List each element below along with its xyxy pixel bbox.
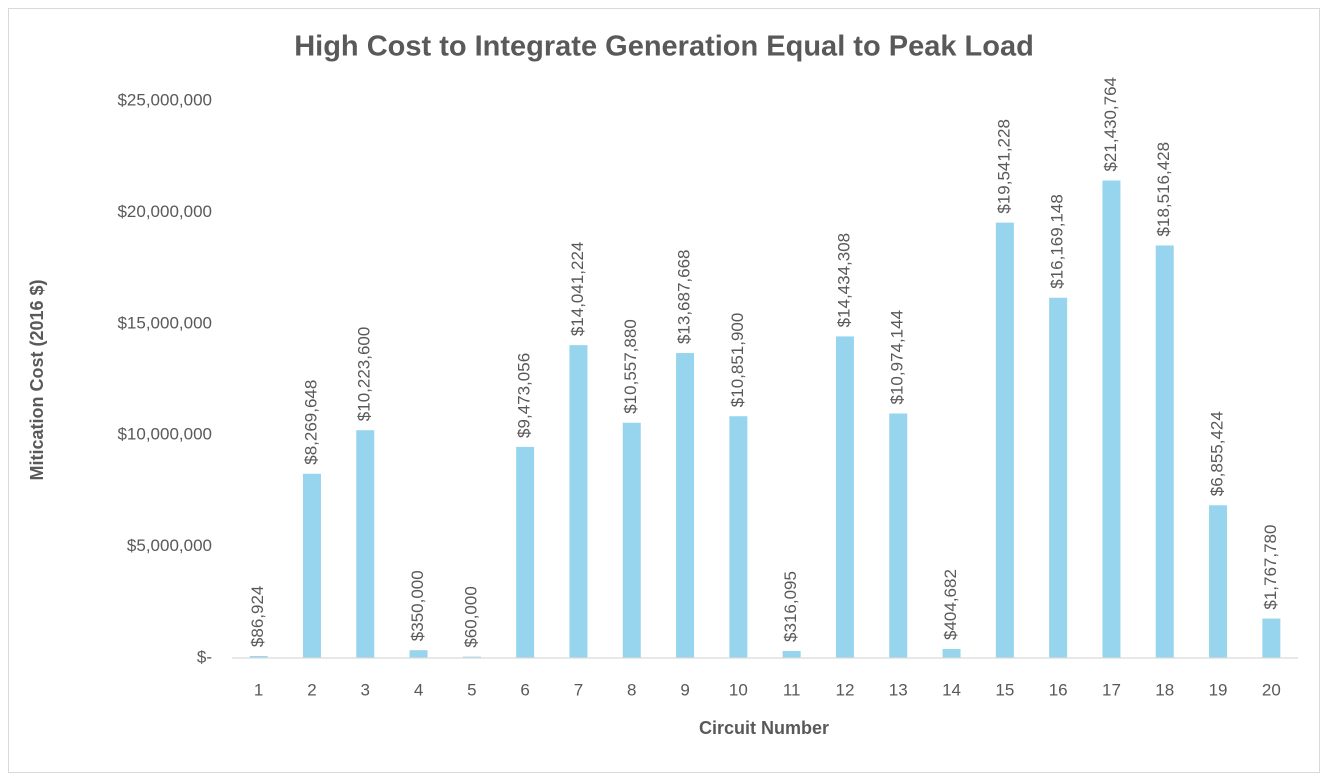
x-tick-label: 7 [574, 680, 583, 699]
y-tick-label: $15,000,000 [117, 313, 212, 332]
x-tick-label: 11 [783, 680, 801, 699]
value-label: $10,223,600 [355, 327, 374, 422]
x-tick-label: 2 [307, 680, 316, 699]
y-tick-label: $5,000,000 [127, 536, 212, 555]
bar [249, 656, 268, 658]
x-tick-label: 18 [1155, 680, 1174, 699]
bar [729, 416, 748, 658]
bar [1102, 180, 1121, 658]
y-tick-label: $10,000,000 [117, 425, 212, 444]
value-label: $86,924 [248, 586, 267, 647]
bar [1155, 245, 1174, 658]
x-tick-label: 4 [414, 680, 423, 699]
value-label: $60,000 [461, 586, 480, 647]
x-tick-label: 3 [361, 680, 370, 699]
bar [356, 430, 375, 658]
x-tick-label: 15 [995, 680, 1014, 699]
bar [302, 473, 321, 658]
bar [516, 446, 535, 658]
value-label: $19,541,228 [994, 119, 1013, 214]
value-label: $1,767,780 [1261, 525, 1280, 610]
bar [462, 656, 481, 658]
value-label: $404,682 [941, 569, 960, 640]
value-label: $18,516,428 [1154, 142, 1173, 237]
value-label: $8,269,648 [301, 380, 320, 465]
x-tick-label: 20 [1262, 680, 1281, 699]
x-tick-label: 16 [1049, 680, 1068, 699]
chart-title: High Cost to Integrate Generation Equal … [294, 31, 1034, 63]
value-label: $16,169,148 [1048, 194, 1067, 289]
bar [676, 353, 695, 658]
value-label: $21,430,764 [1101, 77, 1120, 172]
x-tick-label: 1 [254, 680, 263, 699]
value-label: $10,974,144 [888, 310, 907, 405]
value-label: $10,851,900 [728, 313, 747, 408]
bar [1209, 505, 1228, 658]
bar [835, 336, 854, 658]
bar [995, 222, 1014, 658]
x-tick-label: 10 [729, 680, 748, 699]
bar [782, 650, 801, 658]
value-label: $6,855,424 [1208, 411, 1227, 496]
x-tick-label: 17 [1102, 680, 1121, 699]
bar [942, 648, 961, 658]
bar [622, 422, 641, 658]
bar [1262, 618, 1281, 658]
bar [1049, 297, 1068, 658]
x-tick-label: 6 [520, 680, 529, 699]
bar [569, 345, 588, 658]
y-tick-label: $- [197, 647, 212, 666]
x-tick-label: 12 [835, 680, 854, 699]
value-label: $14,041,224 [568, 242, 587, 337]
bar [409, 650, 428, 658]
x-tick-label: 14 [942, 680, 961, 699]
chart-frame [8, 8, 1320, 773]
x-tick-label: 8 [627, 680, 636, 699]
value-label: $316,095 [781, 571, 800, 642]
value-label: $10,557,880 [621, 319, 640, 414]
bar [889, 413, 908, 658]
y-tick-label: $25,000,000 [117, 90, 212, 109]
y-axis-title: Mitication Cost (2016 $) [27, 279, 47, 480]
x-tick-label: 5 [467, 680, 476, 699]
y-tick-label: $20,000,000 [117, 202, 212, 221]
x-tick-label: 19 [1209, 680, 1228, 699]
value-label: $13,687,668 [675, 249, 694, 344]
value-label: $14,434,308 [834, 233, 853, 328]
value-label: $9,473,056 [515, 353, 534, 438]
value-label: $350,000 [408, 570, 427, 641]
x-tick-label: 9 [680, 680, 689, 699]
x-tick-label: 13 [889, 680, 908, 699]
x-axis-title: Circuit Number [699, 718, 829, 738]
